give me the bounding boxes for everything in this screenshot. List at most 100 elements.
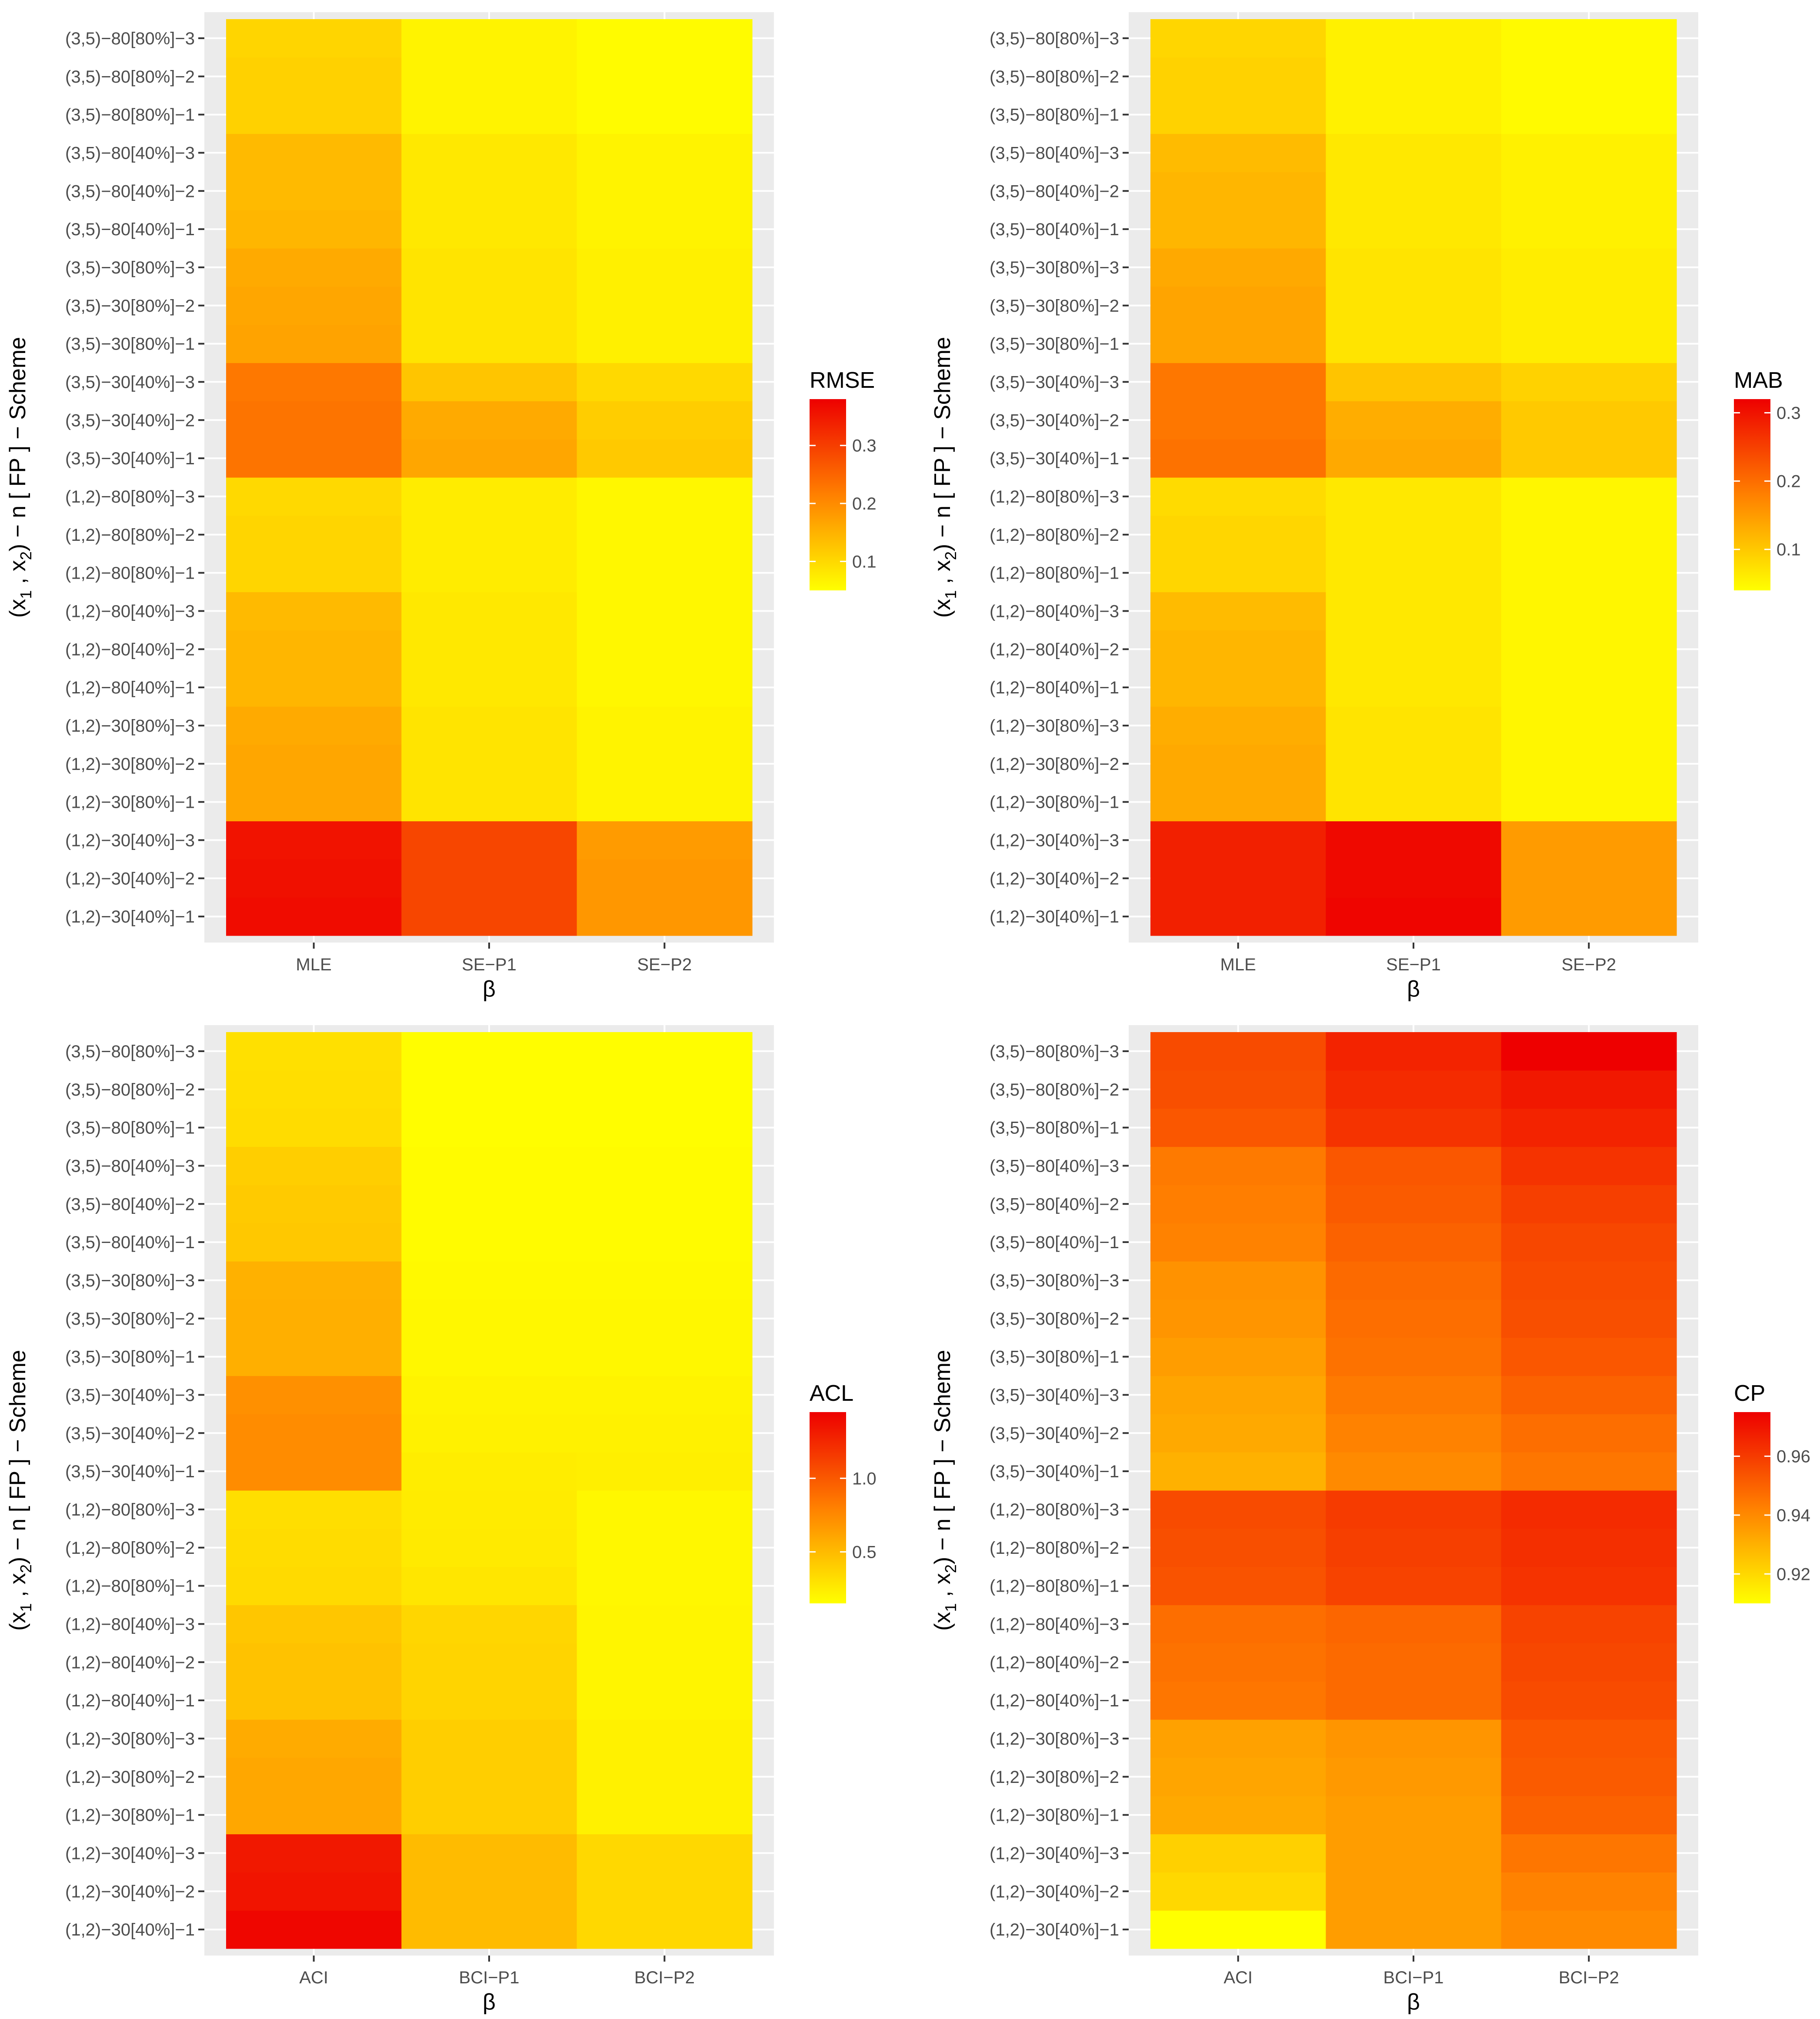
y-axis-title: (x1 , x2) − n [ FP ] − Scheme	[930, 337, 960, 618]
legend-title: RMSE	[810, 368, 875, 393]
heatmap-tile	[401, 897, 577, 936]
heatmap-tile	[226, 859, 402, 898]
heatmap-tile	[226, 1490, 402, 1529]
heatmap-tile	[226, 1299, 402, 1338]
y-tick-label: (1,2)−80[40%]−3	[990, 602, 1119, 621]
y-tick-label: (3,5)−30[40%]−2	[65, 1424, 195, 1443]
heatmap-tile	[1150, 668, 1326, 707]
heatmap-tile	[1501, 57, 1677, 96]
x-axis-title: β	[483, 976, 496, 1002]
heatmap-tile	[1501, 1223, 1677, 1262]
heatmap-tile	[1150, 19, 1326, 58]
y-tick-label: (3,5)−30[80%]−3	[990, 258, 1119, 277]
y-tick-label: (3,5)−80[40%]−2	[65, 1195, 195, 1214]
heatmap-tile	[1326, 1910, 1502, 1949]
heatmap-tile	[1150, 1566, 1326, 1606]
heatmap-tile	[1501, 592, 1677, 630]
heatmap-tile	[401, 1681, 577, 1720]
heatmap-tile	[1501, 1299, 1677, 1338]
heatmap-tile	[1150, 553, 1326, 593]
heatmap-tile	[401, 1261, 577, 1300]
y-tick-label: (1,2)−80[80%]−1	[65, 1577, 195, 1596]
heatmap-tile	[401, 859, 577, 898]
y-tick-label: (1,2)−30[80%]−3	[65, 1729, 195, 1749]
y-tick-label: (1,2)−30[80%]−3	[990, 1729, 1119, 1749]
heatmap-tile	[226, 1681, 402, 1720]
heatmap-tile	[1150, 1146, 1326, 1185]
legend-label: 0.5	[852, 1543, 877, 1562]
heatmap-tile	[1501, 1643, 1677, 1682]
heatmap-tile	[1501, 1376, 1677, 1414]
y-tick-label: (3,5)−80[80%]−3	[990, 29, 1119, 48]
y-tick-label: (1,2)−30[80%]−3	[65, 716, 195, 736]
heatmap-tile	[226, 363, 402, 401]
y-axis-title-part: (x	[5, 599, 30, 618]
heatmap-tile	[1326, 630, 1502, 669]
x-tick-label: ACI	[1223, 1968, 1253, 1987]
heatmap-tile	[1501, 668, 1677, 707]
heatmap-tile	[226, 324, 402, 363]
heatmap-tile	[577, 859, 753, 898]
heatmap-tile	[577, 324, 753, 363]
y-tick-label: (1,2)−80[40%]−1	[65, 678, 195, 697]
y-tick-label: (1,2)−80[80%]−3	[65, 1500, 195, 1519]
heatmap-tile	[1326, 783, 1502, 822]
x-axis-title: β	[1407, 976, 1420, 1002]
heatmap-tile	[1150, 592, 1326, 630]
y-axis-title-part: ) − n [ FP ] − Scheme	[5, 337, 30, 551]
heatmap-tile	[1150, 1223, 1326, 1262]
heatmap-tile	[577, 897, 753, 936]
heatmap-tile	[401, 1223, 577, 1262]
heatmap-tile	[226, 401, 402, 440]
heatmap-tile	[577, 248, 753, 287]
heatmap-tile	[1150, 1872, 1326, 1911]
heatmap-tile	[1150, 630, 1326, 669]
heatmap-tile	[1501, 897, 1677, 936]
heatmap-tile	[1150, 1528, 1326, 1567]
heatmap-tile	[401, 1834, 577, 1872]
heatmap-tile	[401, 821, 577, 860]
y-tick-label: (1,2)−80[80%]−1	[990, 564, 1119, 583]
heatmap-tile	[226, 1032, 402, 1071]
heatmap-tile	[1501, 1910, 1677, 1949]
heatmap-tile	[401, 592, 577, 630]
heatmap-tile	[1326, 706, 1502, 745]
heatmap-tile	[1326, 210, 1502, 249]
heatmap-tile	[1501, 821, 1677, 860]
heatmap-tile	[1501, 706, 1677, 745]
heatmap-tile	[226, 1070, 402, 1109]
y-axis-title-sub: 2	[942, 551, 960, 560]
heatmap-tile	[1150, 363, 1326, 401]
y-tick-label: (3,5)−30[80%]−2	[990, 1309, 1119, 1329]
heatmap-tile	[1150, 1757, 1326, 1796]
heatmap-tile	[1501, 363, 1677, 401]
heatmap-tile	[1501, 1261, 1677, 1300]
heatmap-tile	[577, 1719, 753, 1758]
heatmap-tile	[1326, 1337, 1502, 1376]
heatmap-panel-2: (1,2)−30[40%]−1 (1,2)−30[40%]−2 (1,2)−30[4…	[930, 12, 1801, 1002]
heatmap-tile	[1326, 553, 1502, 593]
heatmap-tile	[1326, 324, 1502, 363]
heatmap-panel-1: (1,2)−30[40%]−1 (1,2)−30[40%]−2 (1,2)−30[4…	[5, 12, 877, 1002]
heatmap-tile	[226, 286, 402, 325]
y-tick-label: (3,5)−80[40%]−1	[65, 1233, 195, 1252]
heatmap-tile	[1326, 1146, 1502, 1185]
y-tick-label: (1,2)−80[80%]−3	[990, 1500, 1119, 1519]
y-tick-label: (3,5)−30[80%]−2	[990, 297, 1119, 316]
y-tick-label: (1,2)−30[80%]−2	[990, 755, 1119, 774]
heatmap-tile	[577, 821, 753, 860]
x-tick-label: SE−P2	[637, 955, 692, 974]
heatmap-tile	[1326, 1414, 1502, 1453]
y-axis-title-part: ) − n [ FP ] − Scheme	[930, 337, 955, 551]
heatmap-tile	[1150, 57, 1326, 96]
heatmap-tile	[1326, 401, 1502, 440]
heatmap-tile	[1326, 95, 1502, 134]
heatmap-tile	[1326, 57, 1502, 96]
heatmap-tile	[577, 1796, 753, 1835]
heatmap-tile	[1326, 1872, 1502, 1911]
y-tick-label: (1,2)−30[40%]−1	[65, 1920, 195, 1939]
y-tick-label: (3,5)−30[80%]−1	[990, 1348, 1119, 1367]
heatmap-tile	[226, 1376, 402, 1414]
heatmap-tile	[401, 1032, 577, 1071]
y-axis-title: (x1 , x2) − n [ FP ] − Scheme	[5, 1350, 35, 1631]
